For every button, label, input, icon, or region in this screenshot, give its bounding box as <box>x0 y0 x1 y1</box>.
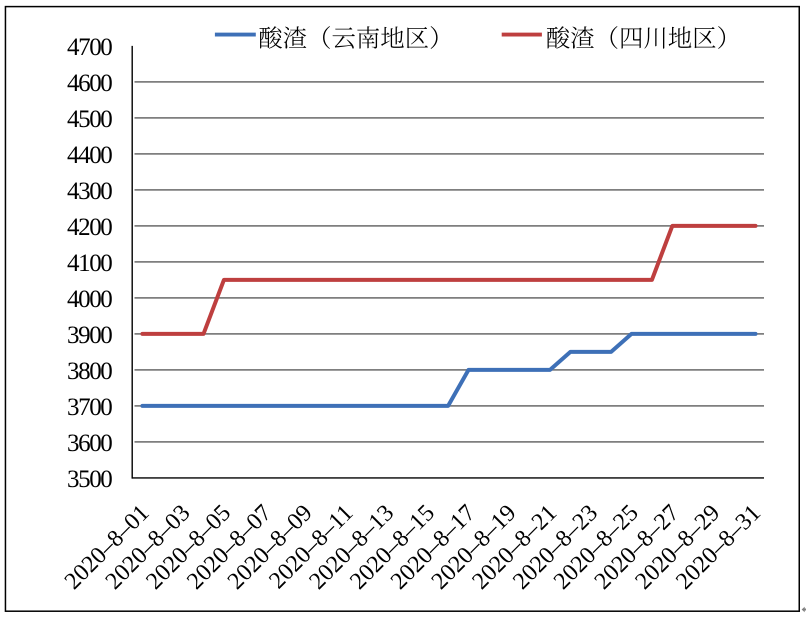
svg-text:4300: 4300 <box>67 178 113 205</box>
svg-text:4000: 4000 <box>67 286 113 313</box>
svg-text:4700: 4700 <box>67 34 113 61</box>
svg-text:4100: 4100 <box>67 250 113 277</box>
svg-text:4400: 4400 <box>67 142 113 169</box>
svg-text:4500: 4500 <box>67 106 113 133</box>
svg-text:4600: 4600 <box>67 70 113 97</box>
svg-text:3600: 3600 <box>67 430 113 457</box>
svg-text:3800: 3800 <box>67 358 113 385</box>
svg-text:3700: 3700 <box>67 394 113 421</box>
svg-text:3900: 3900 <box>67 322 113 349</box>
svg-text:3500: 3500 <box>67 466 113 493</box>
svg-text:4200: 4200 <box>67 214 113 241</box>
